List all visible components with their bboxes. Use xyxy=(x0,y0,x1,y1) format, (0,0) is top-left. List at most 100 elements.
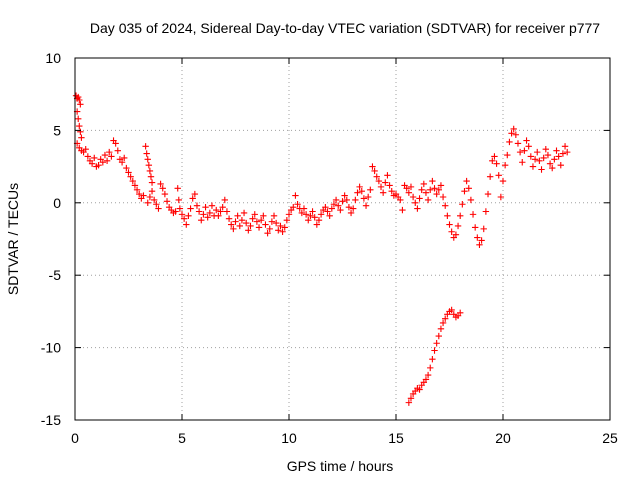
data-point xyxy=(354,189,361,196)
data-point xyxy=(101,151,109,159)
data-point xyxy=(523,137,530,144)
data-point xyxy=(238,216,246,224)
data-point xyxy=(457,309,464,317)
data-point xyxy=(373,173,380,180)
data-point xyxy=(405,399,413,406)
data-point xyxy=(144,156,151,163)
data-point xyxy=(369,163,376,170)
plot-frame xyxy=(74,57,611,421)
data-point xyxy=(118,159,126,166)
data-point xyxy=(313,221,321,228)
data-point xyxy=(407,183,415,191)
data-point xyxy=(437,182,445,189)
data-point xyxy=(208,202,216,209)
data-point xyxy=(300,205,308,212)
data-point xyxy=(127,173,134,180)
data-marks xyxy=(72,92,571,406)
data-point xyxy=(433,190,440,198)
data-point xyxy=(243,219,250,227)
data-point xyxy=(144,199,151,206)
data-point xyxy=(427,364,434,372)
y-tick-label: -10 xyxy=(41,340,61,356)
data-point xyxy=(497,193,505,201)
data-point xyxy=(534,148,541,156)
data-point xyxy=(377,183,385,191)
data-point xyxy=(175,196,182,204)
data-point xyxy=(285,211,293,218)
data-point xyxy=(133,186,141,193)
data-point xyxy=(215,212,222,220)
data-point xyxy=(356,183,363,191)
data-point xyxy=(249,215,256,222)
data-point xyxy=(219,203,226,211)
data-point xyxy=(228,221,235,228)
data-point xyxy=(416,386,423,393)
data-point xyxy=(559,150,567,157)
data-point xyxy=(448,306,455,314)
data-point xyxy=(474,234,481,241)
data-point xyxy=(549,164,556,172)
data-point xyxy=(204,214,211,221)
data-point xyxy=(382,179,389,186)
data-point xyxy=(236,222,243,230)
data-point xyxy=(78,134,85,141)
data-point xyxy=(324,208,331,215)
data-point xyxy=(294,201,301,208)
data-point xyxy=(538,166,545,173)
data-point xyxy=(145,161,153,169)
data-point xyxy=(234,212,241,220)
data-point xyxy=(257,216,265,224)
data-point xyxy=(143,150,150,157)
data-point xyxy=(561,143,569,150)
data-point xyxy=(358,188,365,195)
data-point xyxy=(544,151,552,159)
data-point xyxy=(112,140,119,147)
data-point xyxy=(159,185,166,192)
data-point xyxy=(471,224,479,231)
data-point xyxy=(345,203,353,211)
data-point xyxy=(77,101,84,108)
data-point xyxy=(121,154,128,162)
data-point xyxy=(386,182,393,189)
data-point xyxy=(527,153,535,160)
data-point xyxy=(431,185,438,192)
x-tick-label: 20 xyxy=(495,430,511,446)
data-point xyxy=(420,180,428,188)
data-point xyxy=(531,156,539,163)
data-point xyxy=(187,205,194,212)
data-point xyxy=(379,189,387,196)
data-point xyxy=(95,161,102,169)
data-point xyxy=(328,205,335,212)
data-point xyxy=(540,154,547,162)
data-point xyxy=(298,209,306,217)
data-point xyxy=(174,185,181,192)
data-point xyxy=(140,192,147,199)
data-point xyxy=(427,186,434,193)
data-point xyxy=(129,177,136,185)
data-point xyxy=(75,115,82,123)
data-point xyxy=(501,161,509,169)
data-point xyxy=(326,212,333,220)
data-point xyxy=(172,208,179,215)
data-point xyxy=(435,186,442,193)
data-point xyxy=(459,201,466,208)
data-point xyxy=(281,224,288,231)
data-point xyxy=(335,202,342,209)
x-tick-label: 0 xyxy=(71,430,79,446)
data-point xyxy=(551,156,558,163)
data-point xyxy=(125,169,132,176)
data-point xyxy=(424,371,432,379)
data-point xyxy=(452,231,460,238)
data-point xyxy=(302,211,310,218)
data-point xyxy=(275,227,282,234)
data-point xyxy=(409,193,417,201)
data-point xyxy=(433,340,440,347)
data-point xyxy=(264,230,271,237)
data-point xyxy=(290,203,297,211)
data-point xyxy=(399,206,406,214)
data-point xyxy=(255,224,263,231)
data-point xyxy=(253,218,261,225)
data-point xyxy=(245,227,252,234)
data-point xyxy=(221,196,228,204)
